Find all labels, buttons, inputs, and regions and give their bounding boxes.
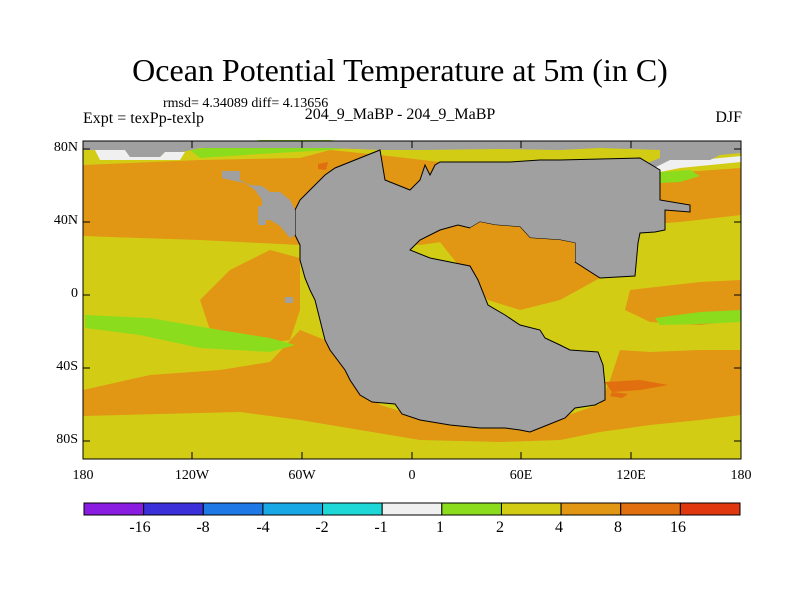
- lat-tick-0: 0: [71, 286, 78, 301]
- colorbar-label-1: -8: [196, 519, 210, 536]
- pacific-green-tongue: [85, 315, 295, 352]
- southern-warm-dot: [610, 392, 628, 398]
- plot-title: Ocean Potential Temperature at 5m (in C): [132, 52, 668, 88]
- colorbar-box-5: [381, 502, 443, 516]
- colorbar-label-6: 2: [496, 519, 504, 536]
- rmsd-diff-stats: rmsd= 4.34089 diff= 4.13656: [163, 96, 329, 111]
- north-american-inlet: [222, 171, 295, 238]
- colorbar-label-4: -1: [374, 519, 388, 536]
- arctic-land-strip: [83, 141, 741, 182]
- arctic-sea-ice-west: [95, 150, 185, 160]
- colorbar-label-9: 16: [670, 519, 686, 536]
- colorbar-label-3: -2: [315, 519, 329, 536]
- lon-tick-120e: 120E: [616, 468, 646, 483]
- colorbar-box-7: [500, 502, 562, 516]
- season-label: DJF: [715, 109, 742, 126]
- lon-tick-120w: 120W: [174, 468, 210, 483]
- axis-ticks: [83, 141, 741, 459]
- colorbar: [83, 502, 741, 516]
- colorbar-label-2: -4: [256, 519, 270, 536]
- colorbar-box-6: [441, 502, 502, 516]
- experiment-label: Expt = texPp-texlp: [83, 110, 205, 127]
- southern-warm-spot: [605, 380, 668, 392]
- pacific-west-orange: [200, 250, 300, 345]
- east-green-streak: [655, 310, 741, 325]
- colorbar-box-0: [83, 502, 145, 516]
- lat-tick-40s: 40S: [56, 359, 78, 374]
- lon-tick-180e: 180: [730, 468, 752, 483]
- lon-tick-60e: 60E: [509, 468, 533, 483]
- lat-tick-80s: 80S: [56, 432, 78, 447]
- arctic-sea-ice-east: [600, 155, 741, 186]
- lat-tick-40n: 40N: [53, 213, 78, 228]
- arctic-warm-dot: [318, 162, 328, 170]
- lat-tick-80n: 80N: [53, 140, 78, 155]
- colorbar-box-9: [620, 502, 681, 516]
- colorbar-box-2: [202, 502, 264, 516]
- colorbar-box-3: [262, 502, 324, 516]
- island-small-2: [285, 297, 293, 303]
- colorbar-label-7: 4: [555, 519, 563, 536]
- colorbar-box-1: [143, 502, 204, 516]
- inland-sea: [470, 222, 575, 262]
- lon-tick-60w: 60W: [288, 468, 316, 483]
- colorbar-label-5: 1: [436, 519, 444, 536]
- colorbar-box-8: [560, 502, 622, 516]
- south-atlantic-orange: [83, 330, 741, 442]
- lon-tick-180w: 180: [72, 468, 94, 483]
- colorbar-label-0: -16: [129, 519, 151, 536]
- island-small-1: [258, 206, 266, 225]
- colorbar-box-10: [679, 502, 741, 516]
- colorbar-label-8: 8: [614, 519, 622, 536]
- lon-tick-0: 0: [408, 468, 416, 483]
- case-label: 204_9_MaBP - 204_9_MaBP: [304, 106, 496, 123]
- main-continent: [294, 149, 691, 433]
- temperature-map: [83, 140, 741, 459]
- colorbar-box-4: [322, 502, 383, 516]
